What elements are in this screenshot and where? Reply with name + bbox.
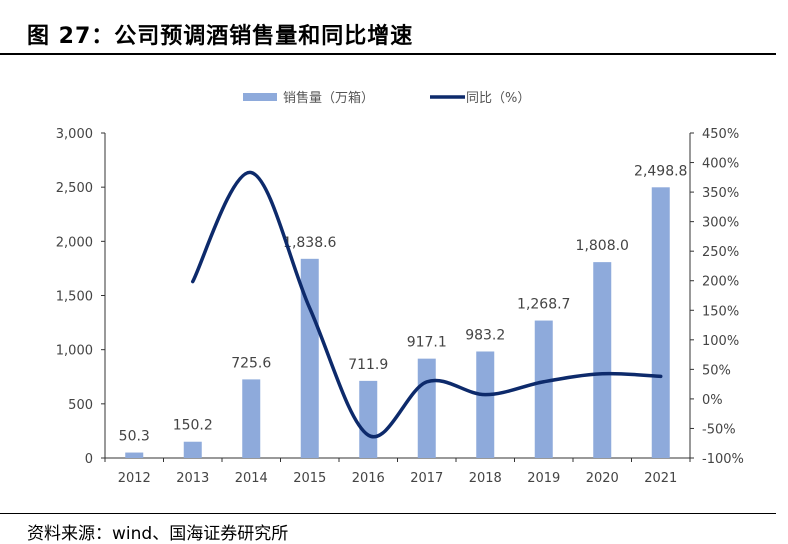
right-tick-label: 0% [702, 393, 723, 408]
bar-data-label: 1,838.6 [283, 235, 337, 251]
right-tick-label: 300% [702, 216, 739, 231]
left-tick-label: 2,500 [56, 181, 93, 196]
bar-data-label: 1,268.7 [517, 297, 570, 313]
legend-line-label: 同比（%） [466, 91, 530, 106]
bar-2013 [183, 441, 202, 458]
bar-2020 [593, 262, 612, 458]
right-tick-label: 250% [702, 245, 739, 260]
bar-2015 [300, 258, 319, 458]
bar-data-label: 2,498.8 [634, 163, 687, 179]
source-note: 资料来源：wind、国海证券研究所 [27, 524, 289, 544]
bar-2017 [417, 358, 436, 458]
left-tick-label: 1,000 [56, 344, 93, 359]
bar-data-label: 983.2 [465, 327, 505, 343]
x-tick-label: 2019 [527, 471, 560, 486]
right-tick-label: 200% [702, 275, 739, 290]
x-tick-label: 2020 [586, 471, 619, 486]
yoy-line [191, 170, 663, 439]
footer-divider [0, 513, 776, 514]
bar-2021 [651, 187, 670, 458]
bar-data-label: 917.1 [407, 335, 447, 351]
bar-data-label: 150.2 [173, 418, 213, 434]
x-tick-label: 2017 [410, 471, 443, 486]
bar-2018 [476, 351, 495, 458]
left-tick-label: 0 [85, 452, 93, 467]
right-tick-label: 50% [702, 363, 731, 378]
right-tick-label: 100% [702, 334, 739, 349]
bar-data-label: 725.6 [231, 355, 271, 371]
bar-2014 [242, 379, 261, 458]
bar-2019 [534, 320, 553, 458]
title-divider [0, 53, 776, 55]
right-tick-label: 450% [702, 127, 739, 142]
bar-data-label: 50.3 [119, 429, 150, 445]
right-tick-label: 150% [702, 304, 739, 319]
left-tick-label: 1,500 [56, 290, 93, 305]
left-tick-label: 2,000 [56, 235, 93, 250]
x-tick-label: 2021 [644, 471, 677, 486]
bar-2012 [125, 452, 144, 458]
right-tick-label: 350% [702, 186, 739, 201]
x-tick-label: 2014 [235, 471, 268, 486]
bar-2016 [359, 380, 378, 458]
right-tick-label: -100% [702, 452, 744, 467]
figure-title: 图 27：公司预调酒销售量和同比增速 [27, 24, 414, 49]
legend-bar-swatch [243, 93, 277, 101]
x-tick-label: 2013 [176, 471, 209, 486]
bar-data-label: 711.9 [348, 357, 388, 373]
x-tick-label: 2016 [352, 471, 385, 486]
right-tick-label: 400% [702, 157, 739, 172]
left-tick-label: 500 [68, 398, 93, 413]
right-tick-label: -50% [702, 422, 736, 437]
chart: 0 500 1,000 1,500 2,000 2,500 3,000 -100% -50% 0%… [56, 90, 744, 486]
x-tick-label: 2012 [118, 471, 151, 486]
legend-bar-label: 销售量（万箱） [283, 90, 374, 106]
left-tick-label: 3,000 [56, 127, 93, 142]
bar-data-label: 1,808.0 [576, 238, 629, 254]
x-tick-label: 2018 [469, 471, 502, 486]
x-tick-label: 2015 [293, 471, 326, 486]
